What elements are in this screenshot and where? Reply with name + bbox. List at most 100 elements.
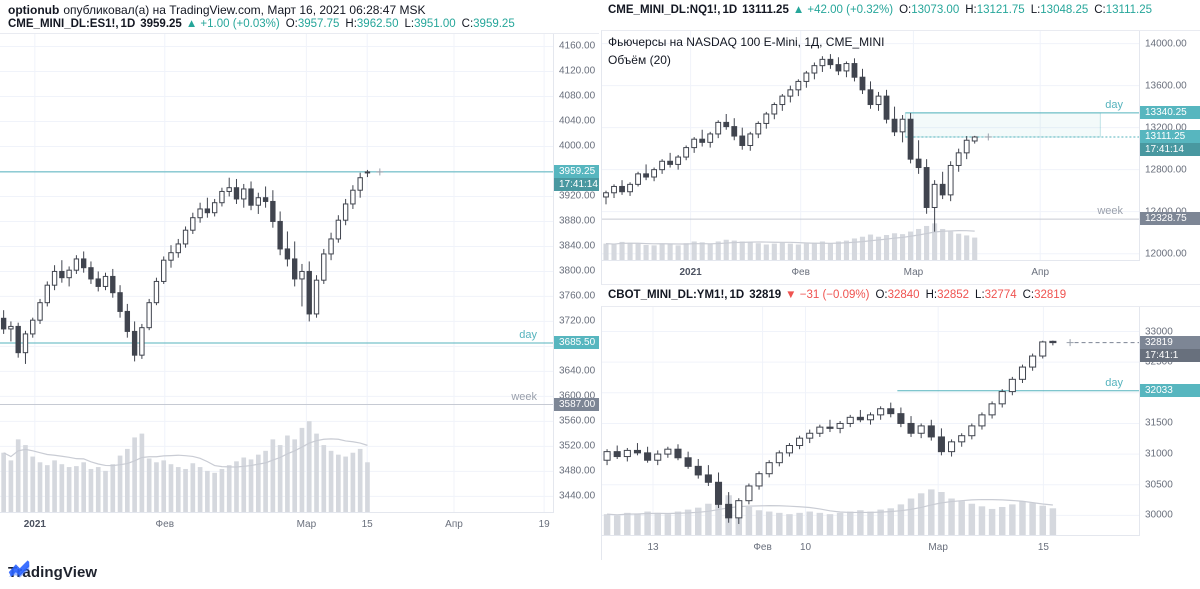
time-label: 2021 [23, 519, 46, 530]
ym-price-axis[interactable]: 3300032500320003150031000305003000032819… [1140, 307, 1200, 536]
level-label-day: day [1105, 376, 1123, 389]
ym-high-label: H: [925, 289, 938, 301]
price-badge: 3587.00 [554, 397, 599, 411]
nq-time-axis[interactable]: 2021 Фев Мар Апр [602, 261, 1140, 286]
publisher-line: optionub опубликовал(а) на TradingView.co… [8, 3, 425, 17]
price-tick: 3640.00 [559, 365, 596, 377]
time-label: Фев [791, 267, 810, 278]
nq-chart-pane: Фьючерсы на NASDAQ 100 E-Mini, 1Д, CME_M… [601, 30, 1200, 285]
price-tick: 3800.00 [559, 265, 596, 277]
nq-symbol-link[interactable]: CME_MINI_DL:NQ1!, [608, 4, 721, 16]
ym-chart-pane: day 330003250032000315003100030500300003… [601, 306, 1200, 560]
price-tick: 12400.00 [1145, 206, 1187, 217]
level-label-week: week [1097, 205, 1123, 218]
price-tick: 4120.00 [559, 65, 596, 77]
nq-volume-indicator-label[interactable]: Объём (20) [608, 53, 671, 67]
ym-high-value: 32852 [937, 289, 970, 301]
ym-chart-canvas [602, 307, 1139, 535]
ym-plot-area[interactable]: day [602, 307, 1140, 536]
time-label: 10 [799, 542, 812, 553]
ym-interval: 1D [729, 289, 745, 301]
ym-symbol-link[interactable]: CBOT_MINI_DL:YM1!, [608, 289, 728, 301]
time-label: Мар [928, 542, 948, 553]
nq-plot-area[interactable]: Фьючерсы на NASDAQ 100 E-Mini, 1Д, CME_M… [602, 31, 1140, 261]
ym-low-value: 32774 [984, 289, 1017, 301]
time-label: Фев [753, 542, 772, 553]
price-badge: 13340.25 [1140, 105, 1200, 119]
es-last-price: 3959.25 [140, 18, 182, 30]
price-tick: 31500 [1145, 417, 1173, 429]
es-low-label: L: [404, 18, 415, 30]
es-interval: 1D [120, 18, 136, 30]
nq-open-label: O: [899, 4, 912, 16]
nq-low-label: L: [1030, 4, 1041, 16]
tradingview-logo[interactable]: TradingView [8, 560, 97, 584]
es-chart-pane: day week 4160.00 4120.00 4080.00 4040.00 4000… [0, 33, 599, 534]
time-label: Апр [445, 519, 463, 530]
es-symbol-link[interactable]: CME_MINI_DL:ES1!, [8, 18, 119, 30]
nq-ohlc-header: CME_MINI_DL:NQ1!, 1D 13111.25 ▲ +42.00 (+0.… [608, 4, 1152, 16]
level-label-day: day [1105, 98, 1123, 111]
price-badge: 12328.75 [1140, 212, 1200, 226]
price-tick: 3760.00 [559, 290, 596, 302]
es-high-label: H: [345, 18, 357, 30]
price-badge: 3959.25 17:41:14 [554, 164, 599, 191]
price-tick: 30500 [1145, 479, 1173, 491]
es-low-value: 3951.00 [414, 18, 456, 30]
price-tick: 3600.00 [559, 390, 596, 402]
price-tick: 3920.00 [559, 190, 596, 202]
price-tick: 4000.00 [559, 140, 596, 152]
nq-chart-canvas [602, 31, 1139, 260]
time-label: 19 [538, 519, 550, 530]
time-label: 15 [1037, 542, 1049, 553]
price-tick: 31000 [1145, 448, 1173, 460]
ym-close-value: 32819 [1034, 289, 1067, 301]
time-label: Апр [1031, 267, 1050, 278]
time-label: 15 [361, 519, 373, 530]
nq-interval: 1D [722, 4, 738, 16]
price-tick: 3560.00 [559, 415, 596, 427]
price-tick: 4080.00 [559, 90, 596, 102]
level-label-day: day [519, 328, 537, 341]
price-badge: 32033 [1140, 383, 1200, 397]
nq-high-label: H: [965, 4, 977, 16]
nq-price-axis[interactable]: 14000.00 13600.00 13200.00 12800.00 12400.00… [1140, 31, 1200, 261]
nq-close-value: 13111.25 [1105, 4, 1153, 16]
price-tick: 3520.00 [559, 440, 596, 452]
es-close-value: 3959.25 [473, 18, 515, 30]
price-tick: 3720.00 [559, 315, 596, 327]
price-tick: 12000.00 [1145, 248, 1187, 260]
nq-change: ▲ +42.00 (+0.32%) [792, 4, 894, 16]
price-badge: 3685.50 [554, 335, 599, 349]
time-label: Мар [296, 519, 317, 530]
price-tick: 3480.00 [559, 465, 596, 477]
price-tick: 30000 [1145, 509, 1173, 521]
time-label: 2021 [679, 267, 702, 278]
es-time-axis[interactable]: 2021 Фев Мар 15 Апр 19 [0, 513, 554, 535]
nq-low-value: 13048.25 [1040, 4, 1089, 16]
price-tick: 33000 [1145, 326, 1173, 338]
nq-last-price: 13111.25 [742, 4, 789, 16]
es-open-value: 3957.75 [297, 18, 340, 30]
price-tick: 3840.00 [559, 240, 596, 252]
ym-ohlc-header: CBOT_MINI_DL:YM1!, 1D 32819 ▼ −31 (−0.09%) O… [608, 289, 1066, 301]
ym-open-value: 32840 [887, 289, 920, 301]
nq-high-value: 13121.75 [976, 4, 1025, 16]
es-plot-area[interactable]: day week [0, 34, 554, 513]
price-tick: 13200.00 [1145, 122, 1187, 134]
publisher-username[interactable]: optionub [8, 3, 60, 17]
nq-chart-title[interactable]: Фьючерсы на NASDAQ 100 E-Mini, 1Д, CME_M… [608, 35, 885, 49]
time-label: 13 [647, 542, 659, 553]
es-chart-canvas [0, 34, 553, 512]
es-price-axis[interactable]: 4160.004120.004080.004040.004000.003960.… [554, 34, 599, 513]
price-tick: 12800.00 [1145, 164, 1187, 176]
tradingview-wordmark: TradingView [8, 563, 98, 581]
ym-low-label: L: [975, 289, 985, 301]
ym-time-axis[interactable]: 13 Фев 10 Мар 15 [602, 536, 1140, 561]
es-close-label: C: [461, 18, 474, 30]
es-change: ▲ +1.00 (+0.03%) [185, 18, 280, 30]
time-label: Фев [155, 519, 175, 530]
tradingview-logo-icon [8, 560, 30, 578]
es-ohlc-header: CME_MINI_DL:ES1!, 1D 3959.25 ▲ +1.00 (+0.03… [8, 18, 515, 30]
